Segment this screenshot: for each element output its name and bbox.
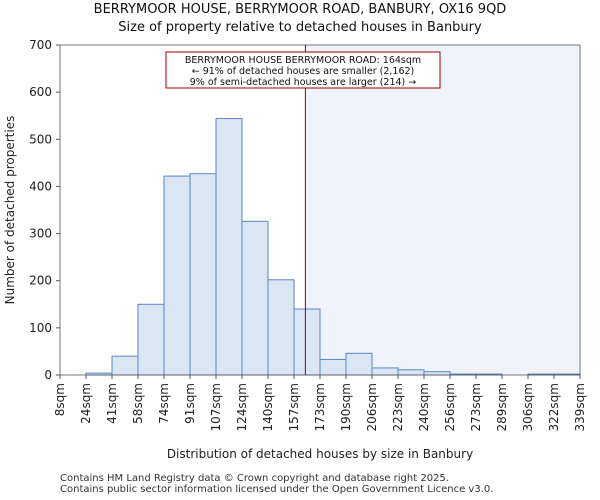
y-tick-label-200: 200: [29, 274, 52, 288]
bar-58sqm: [137, 303, 165, 376]
x-tick-label-256sqm: 256sqm: [443, 383, 457, 431]
annotation-line-2: ← 91% of detached houses are smaller (2,…: [192, 66, 415, 77]
bar-140sqm: [267, 279, 295, 376]
bar-124sqm: [241, 220, 269, 376]
y-tick-label-700: 700: [29, 38, 52, 52]
x-tick-label-8sqm: 8sqm: [53, 383, 67, 416]
x-tick-label-41sqm: 41sqm: [105, 383, 119, 424]
x-tick-label-173sqm: 173sqm: [313, 383, 327, 431]
x-tick-label-91sqm: 91sqm: [183, 383, 197, 424]
x-tick-label-223sqm: 223sqm: [391, 383, 405, 431]
y-tick-label-100: 100: [29, 321, 52, 335]
x-tick-label-124sqm: 124sqm: [235, 383, 249, 431]
x-tick-label-289sqm: 289sqm: [495, 383, 509, 431]
annotation-line-1: BERRYMOOR HOUSE BERRYMOOR ROAD: 164sqm: [185, 55, 421, 66]
y-tick-label-500: 500: [29, 132, 52, 146]
x-tick-label-74sqm: 74sqm: [157, 383, 171, 424]
bar-206sqm: [371, 367, 399, 376]
y-tick-label-400: 400: [29, 179, 52, 193]
bar-107sqm: [215, 118, 243, 376]
bar-41sqm: [111, 355, 139, 376]
footer-line-1: Contains HM Land Registry data © Crown c…: [60, 473, 449, 484]
x-tick-label-206sqm: 206sqm: [365, 383, 379, 431]
larger-region-shading: [305, 45, 580, 375]
x-tick-label-190sqm: 190sqm: [339, 383, 353, 431]
x-tick-label-306sqm: 306sqm: [521, 383, 535, 431]
bar-173sqm: [319, 358, 347, 376]
y-tick-label-300: 300: [29, 227, 52, 241]
bar-157sqm: [293, 308, 321, 376]
x-axis-label: Distribution of detached houses by size …: [167, 447, 473, 461]
x-tick-label-58sqm: 58sqm: [131, 383, 145, 424]
annotation-line-3: 9% of semi-detached houses are larger (2…: [190, 77, 417, 88]
x-tick-label-157sqm: 157sqm: [287, 383, 301, 431]
x-tick-label-273sqm: 273sqm: [469, 383, 483, 431]
x-tick-label-107sqm: 107sqm: [209, 383, 223, 431]
x-tick-label-240sqm: 240sqm: [417, 383, 431, 431]
x-tick-label-322sqm: 322sqm: [547, 383, 561, 431]
chart-title: BERRYMOOR HOUSE, BERRYMOOR ROAD, BANBURY…: [93, 2, 507, 17]
y-axis-label: Number of detached properties: [3, 116, 17, 305]
y-tick-label-0: 0: [44, 368, 52, 382]
bar-190sqm: [345, 352, 373, 376]
y-tick-label-600: 600: [29, 85, 52, 99]
x-tick-label-339sqm: 339sqm: [573, 383, 587, 431]
footer-line-2: Contains public sector information licen…: [60, 484, 494, 495]
bar-223sqm: [397, 369, 425, 376]
bar-240sqm: [423, 371, 451, 376]
bar-91sqm: [189, 173, 217, 376]
x-tick-label-24sqm: 24sqm: [79, 383, 93, 424]
x-tick-label-140sqm: 140sqm: [261, 383, 275, 431]
chart-subtitle: Size of property relative to detached ho…: [118, 20, 482, 35]
bar-74sqm: [163, 175, 191, 376]
annotation-box: [165, 51, 441, 89]
